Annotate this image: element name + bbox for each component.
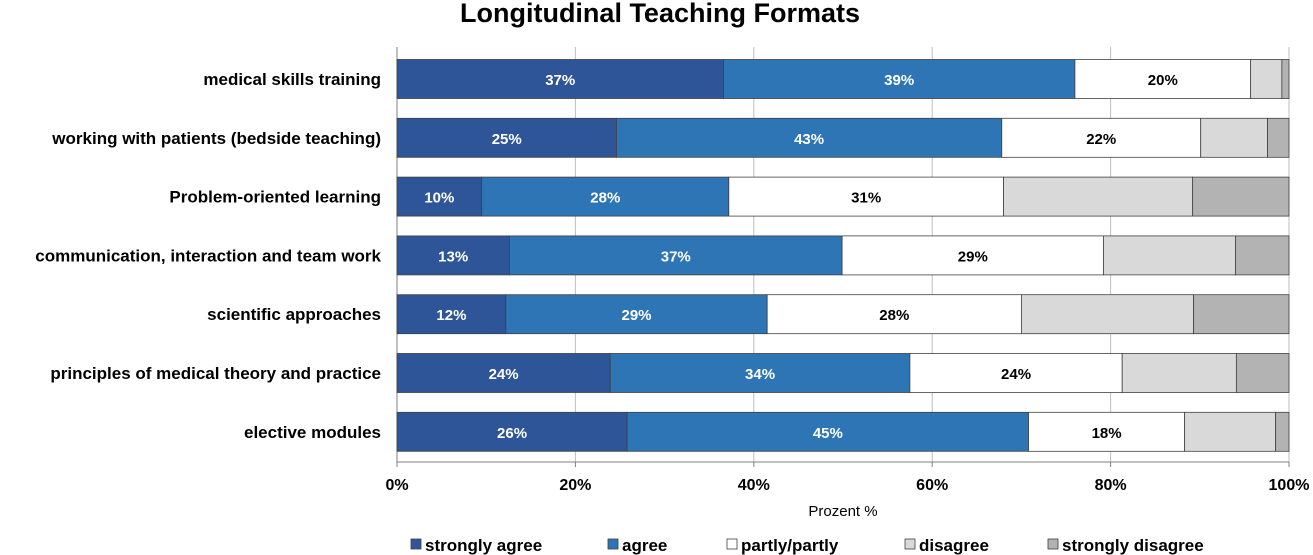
legend-swatch [607, 538, 619, 550]
legend-swatch [1047, 538, 1059, 550]
category-label: working with patients (bedside teaching) [51, 129, 381, 148]
x-tick-label: 40% [738, 477, 770, 494]
legend-swatch [410, 538, 422, 550]
category-label: communication, interaction and team work [35, 246, 381, 265]
data-label: 28% [590, 190, 620, 207]
bar-segment-strongly-disagree [1192, 176, 1290, 217]
bar-segment-strongly-disagree [1235, 235, 1290, 276]
bar-segment-disagree [1003, 176, 1194, 217]
bar-segment-agree [481, 176, 730, 217]
data-label: 37% [661, 248, 691, 265]
data-label: 12% [436, 307, 466, 324]
bar-segment-strongly-agree [396, 353, 611, 393]
x-tick-label: 60% [916, 477, 948, 494]
bar-segment-strongly-agree [396, 294, 507, 335]
bar-segment-strongly-agree [396, 411, 628, 452]
x-tick-label: 0% [385, 477, 408, 494]
bar-segment-strongly-disagree [1267, 117, 1290, 158]
bar-segment-disagree [1103, 235, 1236, 276]
x-tick-label: 80% [1095, 477, 1127, 494]
bar-segment-disagree [1021, 294, 1194, 335]
data-label: 20% [1148, 72, 1178, 89]
bar-segment-strongly-disagree [1275, 411, 1290, 452]
data-label: 13% [438, 248, 468, 265]
bar-segment-partly-partly [1074, 59, 1252, 99]
bar-segment-disagree [1184, 411, 1277, 452]
bar-segment-strongly-agree [396, 235, 510, 276]
x-tick-labels: 0% 20% 40% 60% 80% 100% [385, 477, 1309, 494]
bar-segment-partly-partly [1028, 411, 1186, 452]
bar-segment-agree [609, 353, 911, 393]
bar-segment-strongly-disagree [1281, 59, 1290, 99]
data-label: 29% [621, 307, 651, 324]
data-label: 45% [813, 425, 843, 442]
bar-segment-partly-partly [909, 353, 1123, 393]
data-label: 18% [1092, 425, 1122, 442]
data-label: 43% [794, 131, 824, 148]
bar-segment-strongly-disagree [1193, 294, 1290, 335]
bar-segment-agree [505, 294, 768, 335]
legend-swatch [904, 538, 916, 550]
data-label: 25% [492, 131, 522, 148]
data-label: 26% [497, 425, 527, 442]
bar-segment-disagree [1121, 353, 1237, 393]
bar-segment-strongly-agree [396, 176, 483, 217]
bar-segment-partly-partly [1001, 117, 1202, 158]
data-label: 29% [958, 248, 988, 265]
category-label: Problem-oriented learning [169, 188, 381, 207]
data-label: 22% [1086, 131, 1116, 148]
data-label: 24% [1001, 366, 1031, 383]
bar-segment-agree [616, 117, 1003, 158]
data-label: 10% [424, 190, 454, 207]
legend: strongly agree agree partly/partly disagree… [410, 536, 1204, 555]
bar-segment-disagree [1250, 59, 1283, 99]
legend-swatch [726, 538, 738, 550]
x-tick-label: 20% [559, 477, 591, 494]
bar-segment-strongly-disagree [1235, 353, 1290, 393]
bar-segment-partly-partly [728, 176, 1004, 217]
category-label: medical skills training [203, 70, 381, 89]
legend-label: strongly disagree [1062, 536, 1204, 555]
category-label: elective modules [244, 423, 381, 442]
data-label: 37% [545, 72, 575, 89]
bar-segment-agree [508, 235, 843, 276]
bars: 37% 39% 20% 25% 43% 22% 10% 28% 31% 13% 37% 29% 12% 2… [396, 59, 1290, 452]
legend-label: strongly agree [425, 536, 542, 555]
data-label: 28% [879, 307, 909, 324]
bar-segment-partly-partly [841, 235, 1104, 276]
legend-label: disagree [919, 536, 989, 555]
bar-segment-disagree [1200, 117, 1268, 158]
bar-segment-partly-partly [766, 294, 1022, 335]
category-label: principles of medical theory and practic… [50, 364, 381, 383]
data-label: 39% [884, 72, 914, 89]
data-label: 34% [745, 366, 775, 383]
legend-label: partly/partly [741, 536, 839, 555]
x-axis-title: Prozent % [808, 503, 877, 520]
x-tick-label: 100% [1269, 477, 1310, 494]
category-labels: medical skills training working with pati… [35, 70, 381, 442]
chart-title: Longitudinal Teaching Formats [460, 0, 860, 28]
data-label: 31% [851, 190, 881, 207]
bar-segment-agree [626, 411, 1029, 452]
category-label: scientific approaches [207, 305, 381, 324]
legend-label: agree [622, 536, 667, 555]
data-label: 24% [489, 366, 519, 383]
